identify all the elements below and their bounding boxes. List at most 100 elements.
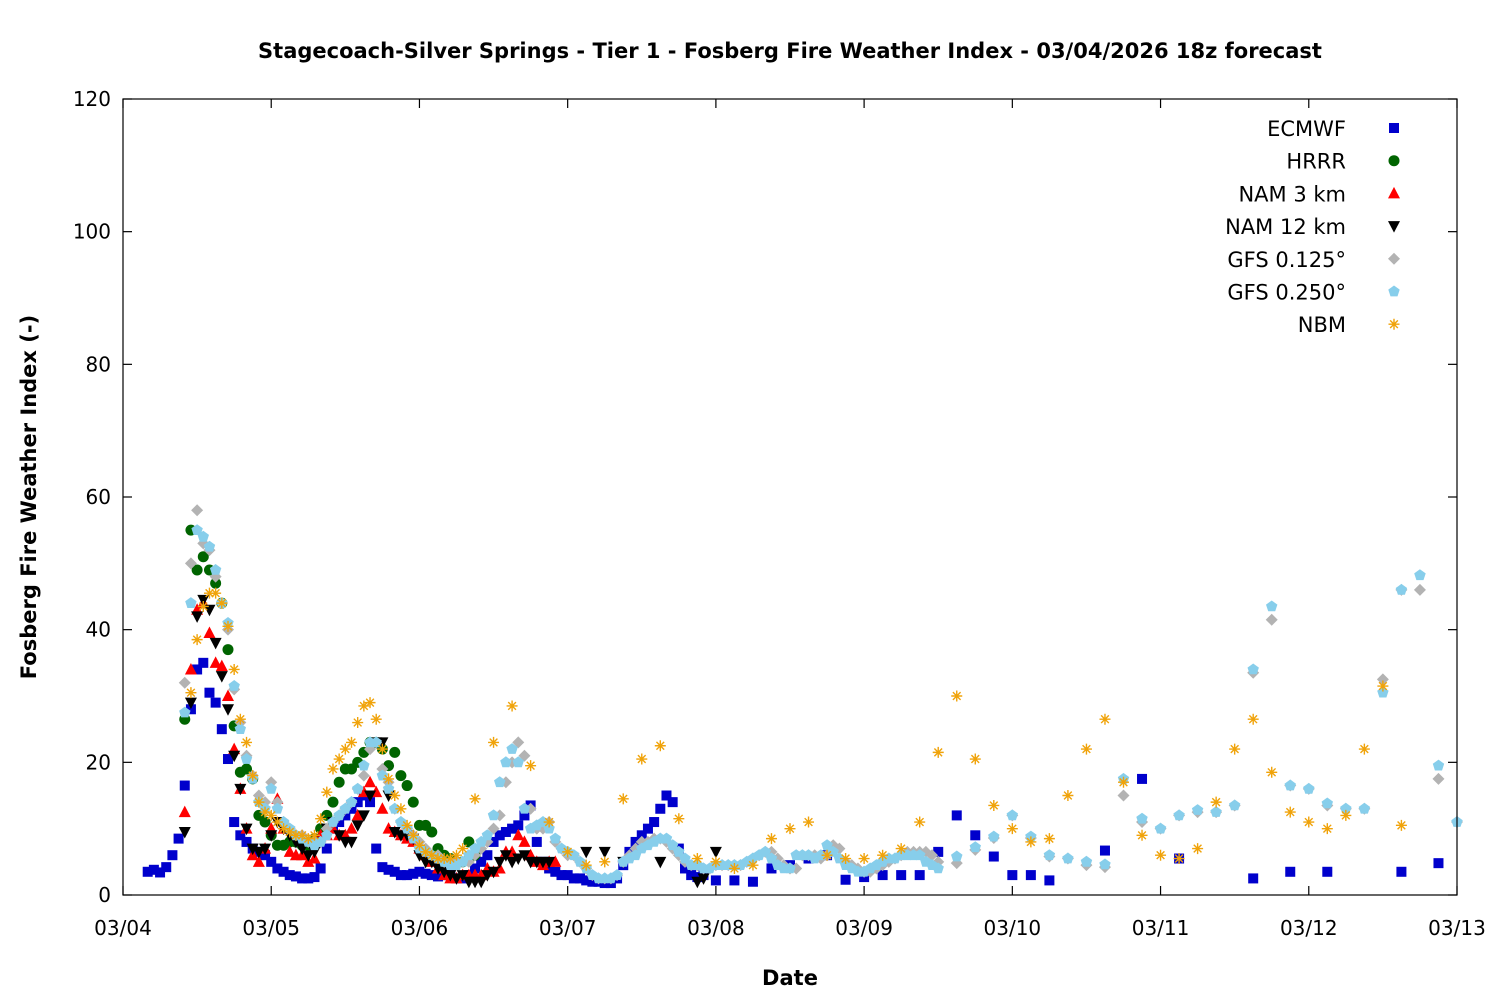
data-point <box>1321 797 1333 809</box>
data-point <box>1006 809 1018 821</box>
data-point <box>235 830 246 841</box>
data-point <box>221 689 234 701</box>
data-point <box>759 845 771 857</box>
data-point <box>240 753 253 764</box>
data-point <box>988 830 1000 842</box>
data-point <box>1229 743 1241 755</box>
data-point <box>710 856 722 868</box>
data-point <box>184 697 197 710</box>
data-point <box>556 870 567 881</box>
data-point <box>1340 802 1352 814</box>
data-point <box>252 855 265 867</box>
data-point <box>364 775 377 788</box>
data-point <box>432 871 443 882</box>
data-point <box>803 816 815 828</box>
data-point <box>1025 870 1036 881</box>
x-tick-label: 03/11 <box>1132 916 1190 940</box>
data-point <box>389 746 401 758</box>
data-point <box>1395 583 1408 595</box>
data-point <box>240 823 253 836</box>
x-tick-label: 03/13 <box>1428 916 1486 940</box>
data-point <box>173 833 184 844</box>
data-point <box>1099 713 1111 725</box>
data-point <box>444 870 457 882</box>
data-point <box>1414 569 1426 581</box>
data-point <box>308 829 320 841</box>
legend-marker <box>1388 252 1400 265</box>
legend-label: GFS 0.125° <box>1227 248 1346 272</box>
legend-label: NBM <box>1298 313 1346 337</box>
data-point <box>1043 849 1056 861</box>
data-point <box>667 839 679 851</box>
data-point <box>357 810 370 822</box>
data-point <box>426 870 437 881</box>
legend-label: NAM 12 km <box>1225 215 1346 239</box>
data-point <box>178 676 191 689</box>
data-point <box>327 796 339 808</box>
data-point <box>500 756 512 768</box>
data-point <box>494 776 506 788</box>
data-point <box>518 850 531 862</box>
series-nbm <box>185 587 1407 874</box>
data-point <box>228 663 240 675</box>
data-point <box>661 790 672 801</box>
data-point <box>469 793 481 805</box>
data-point <box>389 790 401 801</box>
data-point <box>518 835 531 847</box>
data-point <box>1062 852 1074 864</box>
data-point <box>413 839 425 851</box>
data-point <box>1396 866 1407 877</box>
data-point <box>531 836 542 847</box>
x-tick-label: 03/08 <box>687 916 745 940</box>
data-point <box>697 873 710 885</box>
data-point <box>598 846 611 859</box>
data-point <box>352 797 363 808</box>
data-point <box>1025 836 1037 848</box>
data-point <box>204 687 215 698</box>
legend-marker <box>1388 186 1400 199</box>
data-point <box>241 836 252 847</box>
data-point <box>222 754 233 765</box>
data-point <box>352 717 364 729</box>
data-point <box>1247 713 1259 725</box>
data-point <box>933 846 944 857</box>
data-point <box>988 799 1000 811</box>
data-point <box>482 850 493 861</box>
legend-label: HRRR <box>1286 150 1346 174</box>
data-point <box>493 856 506 869</box>
data-point <box>710 875 721 886</box>
data-point <box>364 790 377 802</box>
data-point <box>686 870 697 881</box>
data-point <box>636 753 648 765</box>
data-point <box>402 870 413 881</box>
data-point <box>370 713 382 725</box>
data-point <box>333 776 345 788</box>
data-point <box>575 873 586 884</box>
data-point <box>1080 743 1092 755</box>
data-point <box>364 697 376 709</box>
data-point <box>210 697 221 708</box>
data-point <box>209 656 222 668</box>
data-point <box>209 637 222 650</box>
data-point <box>185 597 197 608</box>
chart-title: Stagecoach-Silver Springs - Tier 1 - Fos… <box>258 39 1322 63</box>
data-point <box>333 753 345 765</box>
data-point <box>747 859 759 871</box>
data-point <box>673 845 685 857</box>
data-point <box>246 843 259 856</box>
data-point <box>155 867 166 878</box>
data-point <box>1284 779 1296 791</box>
data-point <box>630 836 641 847</box>
data-point <box>1284 806 1296 818</box>
data-point <box>1377 680 1389 692</box>
data-point <box>932 746 944 758</box>
data-point <box>203 626 216 638</box>
data-point <box>488 736 500 748</box>
data-point <box>481 870 494 882</box>
y-tick-label: 60 <box>86 485 111 509</box>
data-point <box>302 833 314 845</box>
data-point <box>371 843 382 854</box>
data-point <box>234 723 246 734</box>
data-point <box>512 756 524 768</box>
data-point <box>197 551 209 563</box>
